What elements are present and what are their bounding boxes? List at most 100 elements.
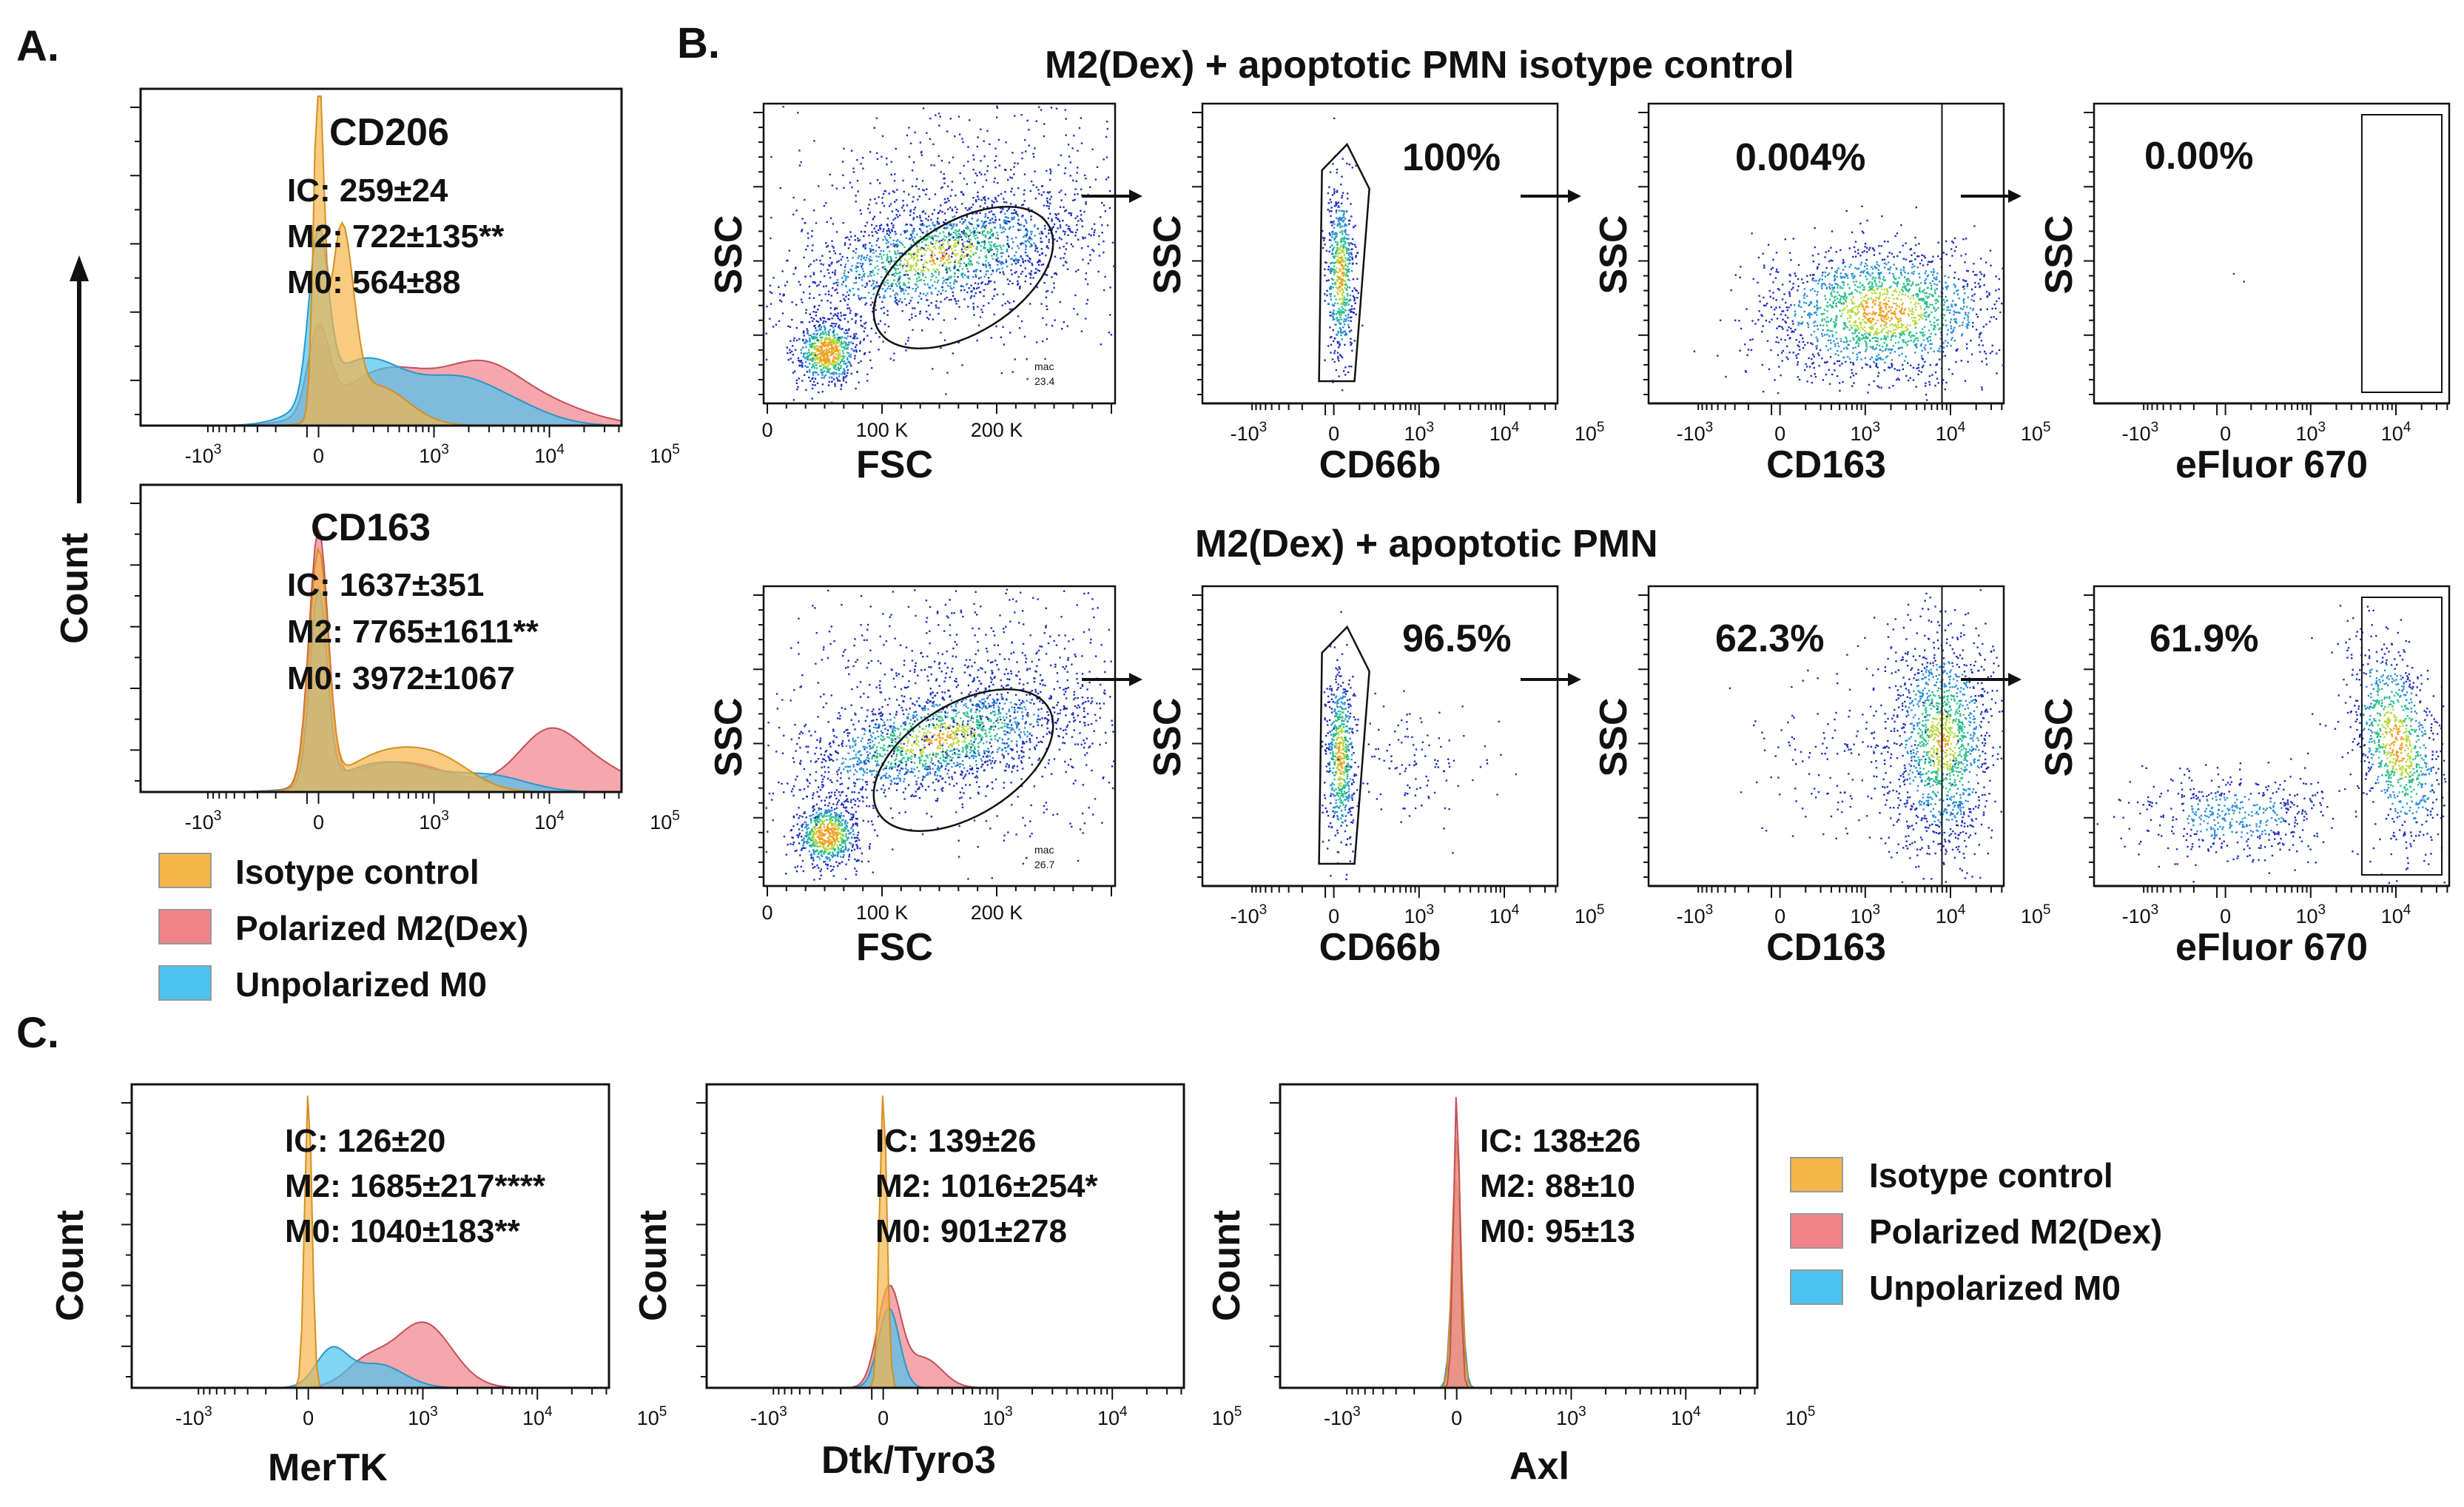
plot-fsc-ssc-1-event <box>881 301 883 303</box>
plot-fsc-ssc-1-event <box>978 232 980 234</box>
plot-fsc-ssc-1-event <box>883 205 886 207</box>
plot-fsc-ssc-1-event <box>852 287 855 290</box>
plot-cd66b-1-event <box>1343 301 1345 303</box>
plot-cd66b-1-event <box>1347 247 1350 250</box>
plot-fsc-ssc-1-event <box>837 380 839 382</box>
plot-cd163-1-event <box>1920 282 1922 284</box>
plot-fsc-ssc-1-event <box>985 255 987 257</box>
plot-cd163-1-event <box>1904 308 1906 310</box>
plot-cd163-1-event <box>1896 369 1899 372</box>
plot-cd163-1-event <box>1846 340 1848 342</box>
plot-cd163-1-event <box>1780 338 1783 340</box>
plot-fsc-ssc-1-event <box>934 281 936 283</box>
plot-cd163-1-event <box>1998 288 2000 290</box>
plot-fsc-ssc-1-event <box>1051 226 1054 229</box>
plot-fsc-ssc-1-event <box>838 345 840 348</box>
plot-fsc-ssc-1-event <box>980 128 982 130</box>
plot-fsc-ssc-1-event <box>972 252 975 255</box>
plot-cd163-1-event <box>1934 384 1936 387</box>
plot-cd66b-1-frame <box>1201 102 1559 405</box>
plot-fsc-ssc-1-event <box>1074 217 1077 219</box>
plot-fsc-ssc-1-event <box>790 340 792 342</box>
plot-cd66b-1-event <box>1329 269 1331 272</box>
plot-fsc-ssc-1-event <box>798 338 801 340</box>
plot-cd66b-1-event <box>1339 314 1341 316</box>
plot-fsc-ssc-1-event <box>844 279 846 281</box>
plot-cd163-1-event <box>1880 338 1882 340</box>
plot-cd163-1-event <box>1863 315 1865 318</box>
plot-cd163-1-event <box>1928 383 1931 386</box>
plot-cd163-1-event <box>1882 276 1885 278</box>
plot-fsc-ssc-1-event <box>826 344 828 346</box>
plot-fsc-ssc-1-event <box>829 250 831 253</box>
plot-fsc-ssc-1-event <box>918 276 920 278</box>
plot-fsc-ssc-1-event <box>949 287 952 289</box>
plot-fsc-ssc-1-event <box>1026 232 1029 235</box>
plot-fsc-ssc-1-event <box>1038 192 1040 195</box>
plot-fsc-ssc-1-event <box>938 271 940 273</box>
plot-fsc-ssc-1-event <box>834 289 836 292</box>
plot-fsc-ssc-1-event <box>886 259 888 262</box>
plot-fsc-ssc-1-event <box>875 332 877 335</box>
plot-cd66b-1-event <box>1343 304 1345 306</box>
plot-fsc-ssc-1-event <box>810 353 812 355</box>
plot-cd66b-1-event <box>1340 210 1343 212</box>
plot-fsc-ssc-1-event <box>835 358 838 360</box>
plot-cd66b-1-event <box>1327 279 1330 281</box>
plot-cd163-1-event <box>1883 369 1886 372</box>
plot-fsc-ssc-1-event <box>959 233 961 236</box>
plot-cd163-1-event <box>1852 310 1854 312</box>
plot-fsc-ssc-1-event <box>825 365 827 367</box>
plot-cd163-1-event <box>1852 307 1854 309</box>
plot-fsc-ssc-1-event <box>943 252 946 254</box>
plot-fsc-ssc-1-event <box>1048 238 1050 241</box>
plot-cd163-1-event <box>1871 287 1874 289</box>
plot-fsc-ssc-1-event <box>1019 286 1021 288</box>
plot-fsc-ssc-1-event <box>909 249 912 251</box>
plot-cd66b-1-event <box>1324 244 1326 246</box>
plot-cd66b-1-event <box>1335 252 1337 255</box>
plot-cd163-1-event <box>1924 360 1926 363</box>
plot-fsc-ssc-1-event <box>912 256 915 258</box>
plot-fsc-ssc-1-event <box>810 317 812 319</box>
plot-fsc-ssc-1-event <box>1077 269 1080 271</box>
plot-fsc-ssc-1-event <box>1091 228 1093 230</box>
plot-fsc-ssc-1-event <box>819 318 821 320</box>
plot-cd163-1-event <box>1935 364 1937 366</box>
plot-cd66b-1-event <box>1333 190 1336 192</box>
plot-fsc-ssc-1-event <box>838 367 841 370</box>
plot-cd163-1-event <box>1894 312 1896 315</box>
plot-fsc-ssc-1-event <box>985 273 987 275</box>
plot-cd66b-1-event <box>1340 309 1342 312</box>
plot-cd66b-1-event <box>1342 265 1345 267</box>
plot-fsc-ssc-1-event <box>831 372 834 375</box>
plot-cd66b-1-event <box>1333 220 1335 223</box>
plot-cd163-1-event <box>1926 275 1929 278</box>
plot-fsc-ssc-1-event <box>993 246 995 248</box>
plot-fsc-ssc-1-event <box>972 227 975 229</box>
plot-cd66b-1-xaxis-tick-e5: 105 <box>1575 420 1605 445</box>
plot-fsc-ssc-1-event <box>1023 193 1025 195</box>
plot-cd163-1-event <box>1936 319 1938 321</box>
plot-fsc-ssc-1-event <box>942 258 944 260</box>
plot-fsc-ssc-1-event <box>938 223 940 225</box>
plot-fsc-ssc-1-event <box>908 252 910 255</box>
plot-cd66b-1-event <box>1339 343 1341 346</box>
plot-fsc-ssc-1-event <box>833 338 836 340</box>
plot-fsc-ssc-1-event <box>914 241 916 244</box>
plot-cd163-1-event <box>1813 355 1815 358</box>
plot-fsc-ssc-1-event <box>1073 308 1075 310</box>
plot-fsc-ssc-1-event <box>989 219 992 221</box>
plot-fsc-ssc-1-event <box>837 281 839 284</box>
plot-fsc-ssc-1-event <box>1025 220 1027 222</box>
plot-fsc-ssc-1-event <box>898 300 901 303</box>
plot-cd66b-1-event <box>1341 284 1344 286</box>
plot-fsc-ssc-1-event <box>1097 270 1100 273</box>
plot-fsc-ssc-1-event <box>912 227 915 230</box>
plot-fsc-ssc-1-event <box>795 379 798 381</box>
plot-fsc-ssc-1-event <box>821 383 824 386</box>
plot-fsc-ssc-1-event <box>842 294 844 296</box>
plot-fsc-ssc-1-event <box>1000 192 1003 195</box>
plot-cd66b-1-event <box>1335 209 1338 212</box>
plot-fsc-ssc-1-event <box>853 293 855 295</box>
